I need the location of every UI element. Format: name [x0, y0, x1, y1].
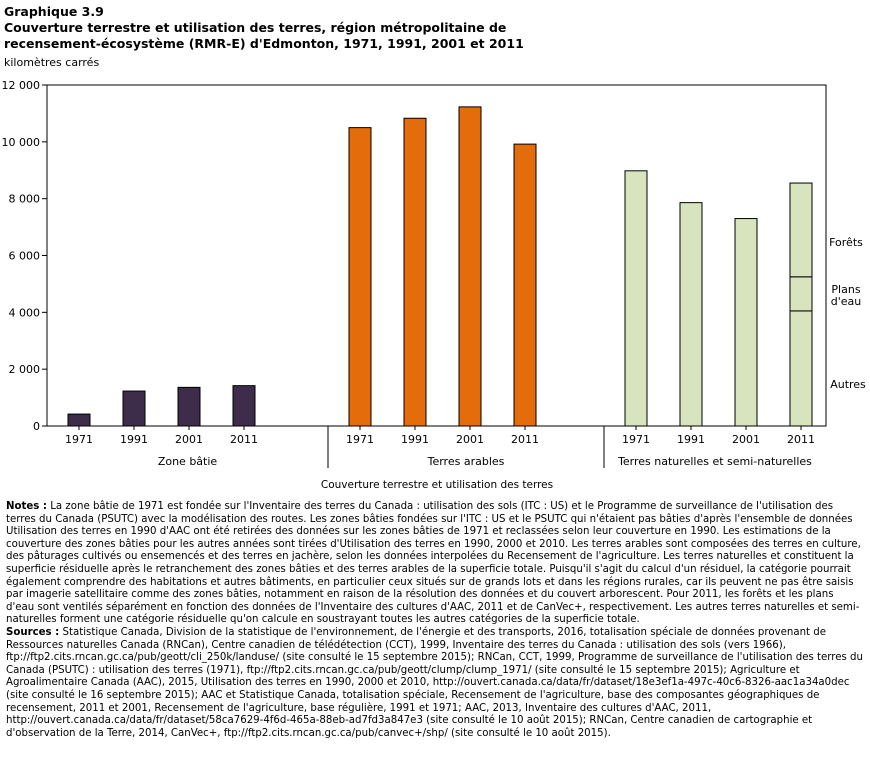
bar-chart: 0 2 000 4 000 6 000 8 000 10 000 12 000 Zone bâ… [2, 79, 867, 491]
group-label: Zone bâtie [158, 455, 218, 468]
y-tick-label: 4 000 [9, 306, 41, 319]
chart-number: Graphique 3.9 [4, 4, 104, 19]
notes-paragraph: Notes : La zone bâtie de 1971 est fondée… [6, 501, 864, 627]
x-tick-label: 1991 [401, 433, 429, 446]
sources-label: Sources : [6, 626, 60, 638]
x-tick-label: 1971 [65, 433, 93, 446]
x-tick-label: 1971 [622, 433, 650, 446]
group-label: Terres naturelles et semi-naturelles [617, 455, 812, 468]
y-tick-label: 2 000 [9, 363, 41, 376]
y-tick-label: 10 000 [2, 136, 41, 149]
chart-title-block: Graphique 3.9 Couverture terrestre et ut… [4, 4, 524, 52]
bar [177, 386, 201, 427]
bar-segment [789, 310, 813, 427]
x-tick-label: 2001 [175, 433, 203, 446]
bar-segment [789, 276, 813, 312]
x-tick-label: 2011 [511, 433, 539, 446]
x-tick-label: 2001 [732, 433, 760, 446]
y-tick-label: 8 000 [9, 193, 41, 206]
chart-title-line-1: Couverture terrestre et utilisation des … [4, 20, 507, 35]
bar [679, 202, 703, 427]
bar [348, 127, 372, 427]
notes-section: Notes : La zone bâtie de 1971 est fondée… [6, 501, 864, 740]
annotation-forets: Forêts [829, 236, 863, 249]
bar [403, 117, 427, 427]
annotation-autres: Autres [830, 378, 866, 391]
group-label: Terres arables [427, 455, 505, 468]
bar [513, 143, 537, 427]
annotation-plans: Plans [831, 283, 860, 296]
bar [458, 106, 482, 427]
x-tick-label: 1991 [120, 433, 148, 446]
x-tick-label: 2001 [456, 433, 484, 446]
notes-text: La zone bâtie de 1971 est fondée sur l'I… [6, 501, 861, 626]
bar [734, 218, 758, 427]
x-tick-label: 1971 [346, 433, 374, 446]
x-tick-label: 2011 [787, 433, 815, 446]
plot-frame [46, 84, 827, 427]
x-tick-label: 2011 [230, 433, 258, 446]
notes-label: Notes : [6, 501, 47, 512]
y-tick-label: 6 000 [9, 250, 41, 263]
chart-title-line-2: recensement-écosystème (RMR-E) d'Edmonto… [4, 36, 524, 51]
sources-text: Statistique Canada, Division de la stati… [6, 626, 863, 739]
bar [232, 385, 256, 427]
y-tick-label: 0 [33, 420, 40, 433]
bar-segment [789, 182, 813, 278]
x-axis-title: Couverture terrestre et utilisation des … [321, 479, 553, 491]
bar [624, 170, 648, 427]
annotation-deau: d'eau [831, 295, 862, 308]
bar [67, 413, 91, 427]
sources-paragraph: Sources : Statistique Canada, Division d… [6, 627, 864, 740]
y-tick-label: 12 000 [2, 79, 41, 92]
x-tick-label: 1991 [677, 433, 705, 446]
bar [122, 390, 146, 427]
y-axis-unit-label: kilomètres carrés [4, 56, 100, 69]
